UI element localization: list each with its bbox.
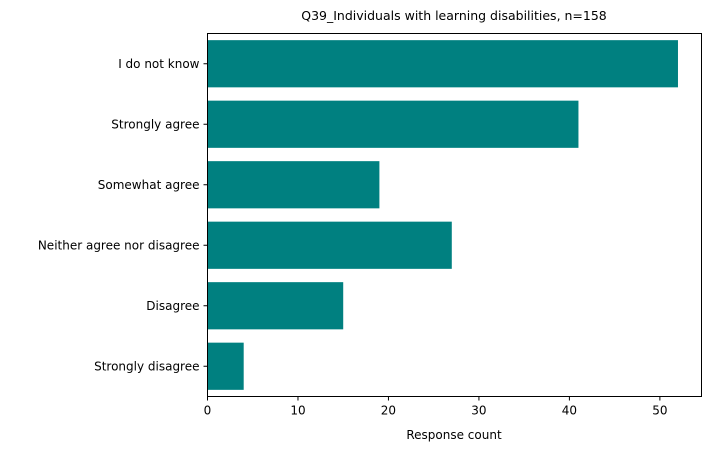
bar-disagree bbox=[207, 282, 344, 330]
y-axis: I do not know Strongly agree Somewhat agre… bbox=[38, 57, 208, 373]
y-tick-label: Neither agree nor disagree bbox=[38, 238, 200, 252]
bar-neither-agree-nor-disagree bbox=[207, 221, 452, 269]
bar-strongly-agree bbox=[207, 100, 579, 148]
y-tick-label: I do not know bbox=[118, 57, 199, 71]
chart-title: Q39_Individuals with learning disabiliti… bbox=[301, 8, 607, 23]
y-tick-label: Strongly disagree bbox=[94, 359, 199, 373]
bar-somewhat-agree bbox=[207, 161, 380, 209]
x-tick-label: 10 bbox=[290, 404, 305, 418]
x-tick-label: 40 bbox=[562, 404, 577, 418]
x-axis-label: Response count bbox=[406, 428, 502, 442]
y-tick-label: Disagree bbox=[146, 299, 199, 313]
bar-strongly-disagree bbox=[207, 342, 244, 390]
plot-frame bbox=[207, 33, 702, 397]
y-tick-label: Somewhat agree bbox=[98, 178, 200, 192]
bars-group bbox=[207, 40, 678, 390]
x-tick-label: 20 bbox=[381, 404, 396, 418]
x-tick-label: 50 bbox=[652, 404, 667, 418]
bar-i-do-not-know bbox=[207, 40, 678, 88]
x-tick-label: 30 bbox=[471, 404, 486, 418]
x-axis: 0 10 20 30 40 50 bbox=[204, 396, 668, 418]
x-tick-label: 0 bbox=[204, 404, 212, 418]
y-tick-label: Strongly agree bbox=[111, 117, 199, 131]
